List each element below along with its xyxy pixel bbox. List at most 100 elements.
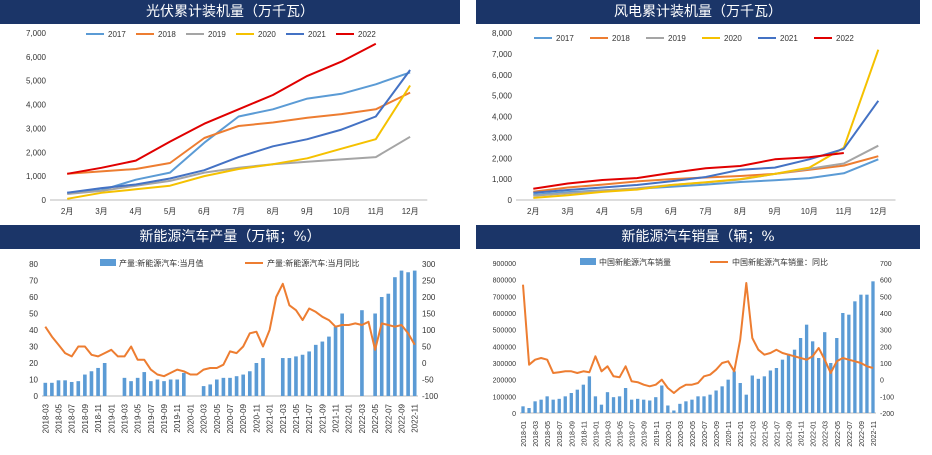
bar [672,410,676,413]
x-tick-label: 2019-09 [160,403,169,433]
legend-label-bar: 产量:新能源汽车:当月值 [119,258,203,268]
bar [817,358,821,413]
legend-swatch-bar [580,258,596,265]
bar [774,368,779,413]
legend-label: 2020 [258,30,276,39]
bar [360,310,364,396]
bar [623,388,628,413]
series-line-2017 [67,71,411,194]
legend-label-line: 中国新能源汽车销量：同比 [732,257,828,267]
x-tick-label: 2020-03 [678,421,685,447]
y-tick-label: 3,000 [492,133,513,142]
x-tick-label: 9月 [301,207,313,216]
bar [214,379,219,396]
y-right-tick-label: -100 [422,392,439,401]
legend-label: 2017 [556,34,574,43]
bar [142,372,147,396]
y-left-tick-label: 0 [34,392,39,401]
x-tick-label: 2018-09 [569,421,576,447]
y-tick-label: 6,000 [492,71,513,80]
legend-label: 2020 [724,34,742,43]
bar [654,397,658,413]
bar [56,380,61,396]
bar [327,336,331,396]
x-tick-label: 2021-01 [266,403,275,433]
bar [393,277,397,396]
bar [254,363,259,396]
bar [43,382,48,396]
bar [221,377,226,396]
bar [412,270,417,396]
bar [726,379,730,413]
series-line-2020 [67,84,411,200]
bar [593,396,598,413]
bar [660,385,664,413]
x-tick-label: 8月 [734,207,746,216]
bar [247,371,252,396]
bar [684,401,688,413]
bar [859,294,863,413]
y-right-tick-label: 50 [422,343,431,352]
x-tick-label: 2021-03 [279,403,288,433]
bar [648,400,652,413]
bar [261,358,265,396]
x-tick-label: 10月 [333,207,350,216]
x-tick-label: 2019-03 [605,421,612,447]
y-left-tick-label: 500000 [493,328,516,335]
bar [135,377,140,396]
x-tick-label: 5月 [164,207,176,216]
bar [63,380,67,396]
x-tick-label: 2022-07 [384,403,393,433]
y-left-tick-label: 300000 [493,361,516,368]
bar [373,313,377,396]
x-tick-label: 2018-07 [557,421,564,447]
bar [835,338,839,413]
bar [823,332,827,413]
x-tick-label: 2021-07 [305,403,314,433]
bar [201,386,206,396]
x-tick-label: 2020-03 [200,403,209,433]
x-tick-label: 2022-11 [871,421,878,446]
bar [798,338,803,413]
bar [696,396,700,413]
bar [399,270,404,396]
bar [841,313,845,413]
bar [871,281,875,413]
bar [786,353,791,413]
legend-label: 2019 [208,30,226,39]
x-tick-label: 2022-01 [345,403,354,433]
x-tick-label: 2019-01 [593,421,600,447]
legend-label: 2022 [358,30,376,39]
legend-swatch-bar [100,259,116,266]
bar [732,371,736,413]
y-right-tick-label: 150 [422,310,436,319]
x-tick-label: 2020-05 [690,421,697,447]
x-tick-label: 2019-03 [120,403,129,433]
y-left-tick-label: 20 [29,359,38,368]
x-tick-label: 2月 [527,207,539,216]
x-tick-label: 6月 [665,207,677,216]
x-tick-label: 2018-01 [521,421,528,447]
x-tick-label: 2021-03 [750,421,757,447]
y-right-tick-label: 100 [422,326,436,335]
bar [340,313,344,396]
solar-chart: 0 1,000 2,000 3,000 4,000 5,000 6,000 7,000 2月 3月… [26,29,428,216]
bar [744,394,748,413]
x-tick-label: 2018-09 [81,403,90,433]
y-right-tick-label: -100 [880,394,894,401]
x-tick-label: 2021-11 [799,421,806,446]
y-tick-label: 4,000 [492,113,513,122]
x-tick-label: 2018-05 [54,403,63,433]
y-left-tick-label: 800000 [493,278,516,285]
bar [829,363,833,413]
y-left-tick-label: 80 [29,260,38,269]
bar [804,324,809,413]
bar [287,358,292,396]
x-tick-label: 2022-07 [847,421,854,447]
bar [865,294,869,413]
y-right-tick-label: 100 [880,361,892,368]
legend-label: 2022 [836,34,854,43]
y-left-tick-label: 30 [29,343,38,352]
y-tick-label: 7,000 [26,29,47,38]
series-line-2021 [533,100,880,194]
